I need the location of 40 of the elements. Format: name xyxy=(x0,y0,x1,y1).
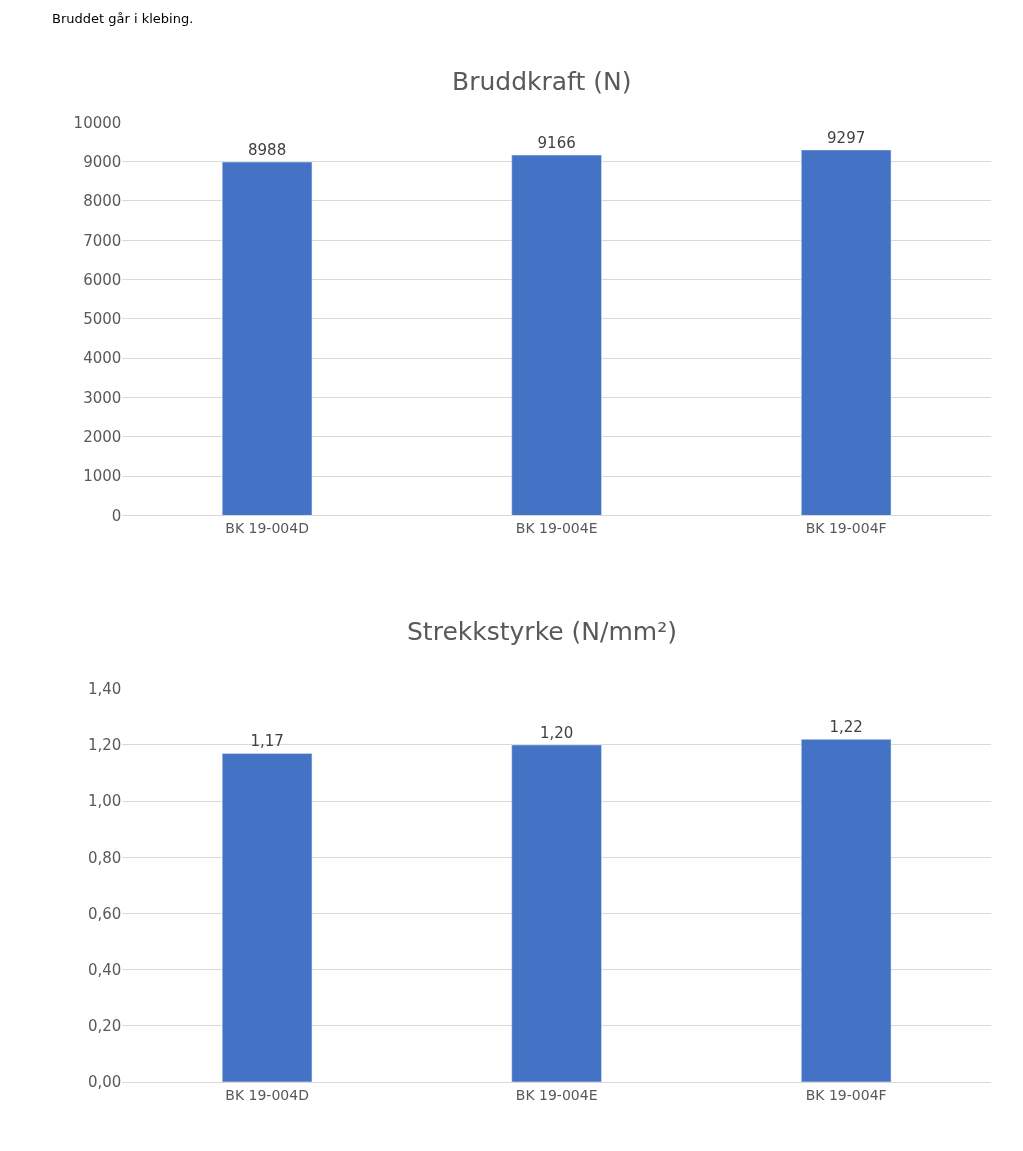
x-tick-label: BK 19-004D xyxy=(225,1086,309,1103)
y-tick-label: 10000 xyxy=(73,113,122,132)
y-tick-label: 1,40 xyxy=(87,680,122,699)
y-tick-label: 8000 xyxy=(83,192,122,211)
data-label: 9297 xyxy=(827,128,866,147)
bar xyxy=(801,739,892,1082)
y-tick-label: 5000 xyxy=(83,310,122,329)
data-label: 1,20 xyxy=(539,723,574,742)
y-tick-label: 0,60 xyxy=(87,904,122,923)
x-tick-label: BK 19-004F xyxy=(805,520,887,537)
data-label: 8988 xyxy=(248,141,287,160)
bar xyxy=(221,161,313,516)
y-tick-label: 7000 xyxy=(83,231,122,250)
y-tick-label: 4000 xyxy=(83,349,122,368)
chart-title: Bruddkraft (N) xyxy=(452,67,632,96)
y-tick-label: 3000 xyxy=(83,388,122,407)
x-tick-label: BK 19-004F xyxy=(805,1086,887,1103)
x-tick-label: BK 19-004D xyxy=(225,520,309,537)
y-tick-label: 0 xyxy=(111,506,122,525)
y-tick-label: 0,80 xyxy=(87,848,122,867)
x-tick-label: BK 19-004E xyxy=(515,1086,598,1103)
data-label: 1,22 xyxy=(829,718,863,737)
x-tick-label: BK 19-004E xyxy=(515,520,598,537)
y-tick-label: 0,20 xyxy=(87,1017,122,1036)
y-tick-label: 0,40 xyxy=(87,960,122,979)
chart-title: Strekkstyrke (N/mm²) xyxy=(407,617,677,646)
y-tick-label: 1,00 xyxy=(87,792,122,811)
bar xyxy=(511,154,602,516)
y-tick-label: 1000 xyxy=(83,467,122,486)
data-label: 1,17 xyxy=(250,732,284,751)
bar xyxy=(221,753,313,1082)
y-tick-label: 6000 xyxy=(83,270,122,289)
y-tick-label: 2000 xyxy=(83,428,122,447)
y-tick-label: 1,20 xyxy=(87,736,122,755)
bar xyxy=(801,149,892,516)
y-tick-label: 9000 xyxy=(83,152,122,171)
text: Bruddet går i klebing. xyxy=(52,11,194,26)
y-tick-label: 0,00 xyxy=(87,1073,122,1092)
data-label: 9166 xyxy=(537,134,576,153)
bar xyxy=(511,744,602,1082)
